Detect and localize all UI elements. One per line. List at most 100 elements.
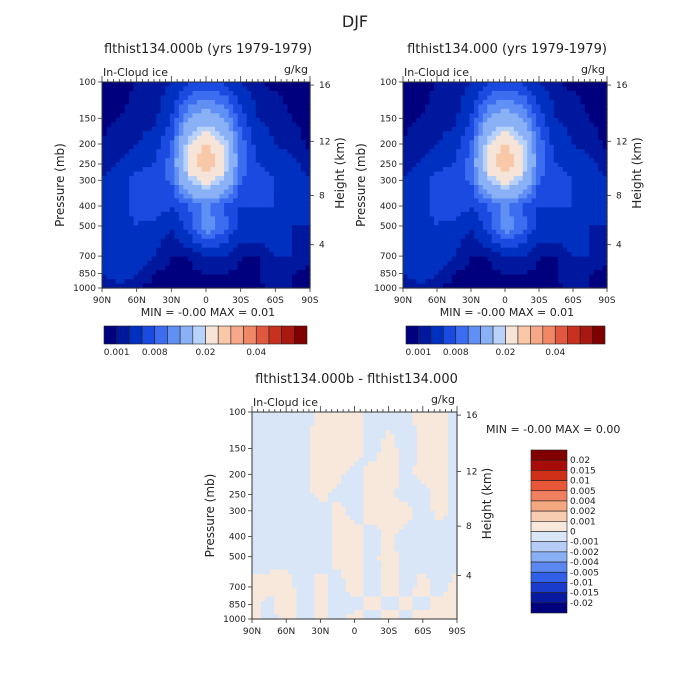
p1-cell: [169, 265, 175, 271]
p2-cell: [487, 189, 493, 195]
p1-cell: [192, 238, 198, 244]
p1-cell: [124, 207, 130, 213]
p1-cell: [201, 207, 207, 213]
p1-cell: [106, 216, 112, 222]
p1-cell: [210, 162, 216, 168]
p1-cell: [178, 131, 184, 137]
p2-cell: [434, 198, 440, 204]
p3-cell: [318, 452, 324, 458]
p1-cell: [120, 252, 126, 258]
p3-cell: [412, 425, 418, 431]
p2-cell: [460, 261, 466, 267]
p2-cell: [536, 198, 542, 204]
p3-cell: [341, 439, 347, 445]
p1-cell: [210, 274, 216, 280]
p2-cell: [407, 198, 413, 204]
p1-cell: [273, 234, 279, 240]
p1-cell: [111, 113, 117, 119]
p2-cell: [580, 225, 586, 231]
p2-cell: [527, 229, 533, 235]
p1-cell: [201, 261, 207, 267]
p2-cell: [420, 247, 426, 253]
p1-cell: [264, 122, 270, 128]
p1-cell: [129, 171, 135, 177]
p1-cell: [102, 153, 108, 159]
p1-cell: [133, 122, 139, 128]
p2-cell: [420, 189, 426, 195]
p2-cell: [482, 135, 488, 141]
p2-cell: [465, 185, 471, 191]
p2-cell: [496, 162, 502, 168]
p2-cell: [434, 279, 440, 285]
p1-cell: [142, 265, 148, 271]
p2-cell: [536, 247, 542, 253]
p3-cell: [301, 448, 307, 454]
p2-cell: [598, 220, 604, 226]
p2-cell: [562, 99, 568, 105]
p1-cell: [183, 95, 189, 101]
p2-cell: [522, 117, 528, 123]
p3-cell: [323, 412, 329, 418]
p1-cell: [115, 252, 121, 258]
p3-cell: [296, 443, 302, 449]
p2-cell: [438, 180, 444, 186]
p2-cell: [473, 171, 479, 177]
p1-cell: [151, 189, 157, 195]
p2-cell: [567, 229, 573, 235]
p1-cell: [138, 90, 144, 97]
p3-cell: [309, 448, 315, 454]
p2-cell: [531, 86, 537, 92]
p1-cell: [237, 171, 243, 177]
p1-cell: [129, 225, 135, 231]
p1-cell: [138, 153, 144, 159]
p2-cell: [518, 90, 524, 97]
p2-x-tick-label: 60N: [428, 296, 446, 306]
p2-y-tick-label: 850: [380, 269, 397, 279]
p1-cell: [160, 126, 166, 132]
p2-field: [403, 82, 608, 289]
p2-cell: [602, 95, 608, 101]
p1-cell: [183, 265, 189, 271]
p2-cell: [567, 180, 573, 186]
p1-cell: [106, 108, 112, 114]
p1-cell: [196, 167, 203, 173]
p2-cell: [602, 256, 608, 262]
p1-cell: [287, 176, 293, 182]
p1-cell: [242, 229, 248, 235]
p2-cell: [478, 229, 484, 235]
p1-cell: [210, 86, 216, 92]
p3-cell: [274, 439, 280, 445]
p1-cell: [201, 149, 207, 155]
p1-cell: [246, 247, 252, 253]
p1-cell: [273, 283, 279, 289]
p1-cell: [183, 261, 189, 267]
p3-cell: [336, 448, 342, 454]
p2-cell: [438, 113, 444, 119]
p2-cell: [456, 135, 462, 141]
p1-cell: [106, 270, 112, 276]
p2-cell: [411, 238, 417, 244]
p1-cell: [210, 261, 216, 267]
p2-cell: [411, 198, 417, 204]
p1-cell: [255, 171, 261, 177]
p2-cell: [598, 140, 604, 146]
p2-cell: [469, 167, 475, 173]
p2-cell: [487, 122, 493, 128]
p1-cell: [111, 153, 117, 159]
p2-cell: [434, 140, 440, 146]
p1-cell: [269, 261, 275, 267]
p1-cell: [115, 113, 121, 119]
p2-cell: [447, 270, 453, 276]
p1-cell: [129, 153, 135, 159]
p3-cell: [367, 416, 373, 422]
p1-cell: [300, 162, 307, 168]
p2-cell: [522, 86, 528, 92]
p2-cell: [567, 153, 573, 159]
p2-cell: [544, 198, 550, 204]
p1-cell: [106, 131, 112, 137]
p1-cell: [174, 167, 180, 173]
p2-cell: [469, 95, 475, 101]
p2-cell: [456, 140, 462, 146]
p1-cell: [187, 207, 194, 213]
p2-cell: [500, 95, 506, 101]
